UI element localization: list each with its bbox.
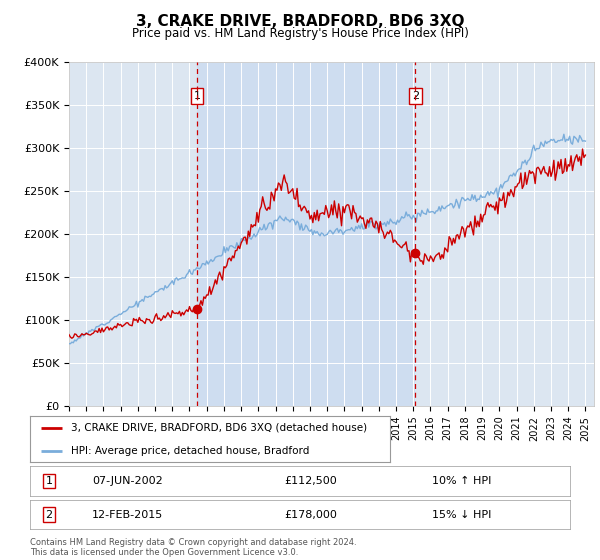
Text: 12-FEB-2015: 12-FEB-2015: [92, 510, 163, 520]
Text: Contains HM Land Registry data © Crown copyright and database right 2024.
This d: Contains HM Land Registry data © Crown c…: [30, 538, 356, 557]
Text: Price paid vs. HM Land Registry's House Price Index (HPI): Price paid vs. HM Land Registry's House …: [131, 27, 469, 40]
Text: £112,500: £112,500: [284, 476, 337, 486]
Bar: [197, 62, 415, 406]
Text: 15% ↓ HPI: 15% ↓ HPI: [433, 510, 491, 520]
Text: 2: 2: [412, 91, 419, 101]
Text: 3, CRAKE DRIVE, BRADFORD, BD6 3XQ: 3, CRAKE DRIVE, BRADFORD, BD6 3XQ: [136, 14, 464, 29]
Text: HPI: Average price, detached house, Bradford: HPI: Average price, detached house, Brad…: [71, 446, 310, 455]
Text: 1: 1: [46, 476, 52, 486]
Text: 3, CRAKE DRIVE, BRADFORD, BD6 3XQ (detached house): 3, CRAKE DRIVE, BRADFORD, BD6 3XQ (detac…: [71, 423, 368, 432]
Text: 10% ↑ HPI: 10% ↑ HPI: [433, 476, 491, 486]
Text: 07-JUN-2002: 07-JUN-2002: [92, 476, 163, 486]
Text: 1: 1: [193, 91, 200, 101]
Text: £178,000: £178,000: [284, 510, 337, 520]
Text: 2: 2: [46, 510, 52, 520]
